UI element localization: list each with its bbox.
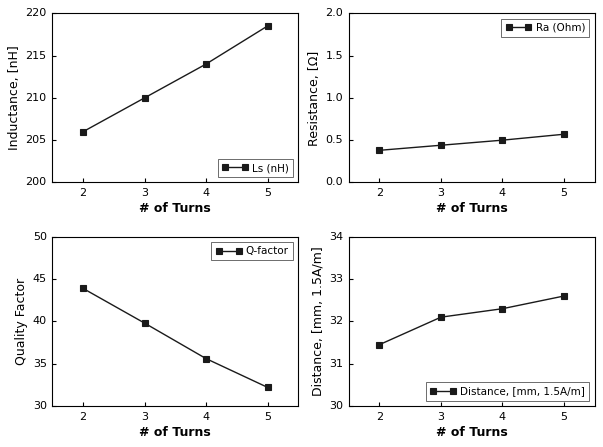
- X-axis label: # of Turns: # of Turns: [139, 202, 211, 215]
- Y-axis label: Resistance, [Ω]: Resistance, [Ω]: [308, 50, 321, 146]
- Legend: Distance, [mm, 1.5A/m]: Distance, [mm, 1.5A/m]: [426, 382, 590, 401]
- X-axis label: # of Turns: # of Turns: [436, 202, 508, 215]
- Y-axis label: Inductance, [nH]: Inductance, [nH]: [8, 46, 21, 150]
- Y-axis label: Quality Factor: Quality Factor: [16, 278, 28, 365]
- X-axis label: # of Turns: # of Turns: [139, 426, 211, 439]
- Legend: Ra (Ohm): Ra (Ohm): [502, 18, 590, 37]
- Legend: Ls (nH): Ls (nH): [218, 159, 293, 177]
- Y-axis label: Distance, [mm, 1.5A/m]: Distance, [mm, 1.5A/m]: [312, 246, 325, 396]
- Legend: Q-factor: Q-factor: [212, 242, 293, 260]
- X-axis label: # of Turns: # of Turns: [436, 426, 508, 439]
